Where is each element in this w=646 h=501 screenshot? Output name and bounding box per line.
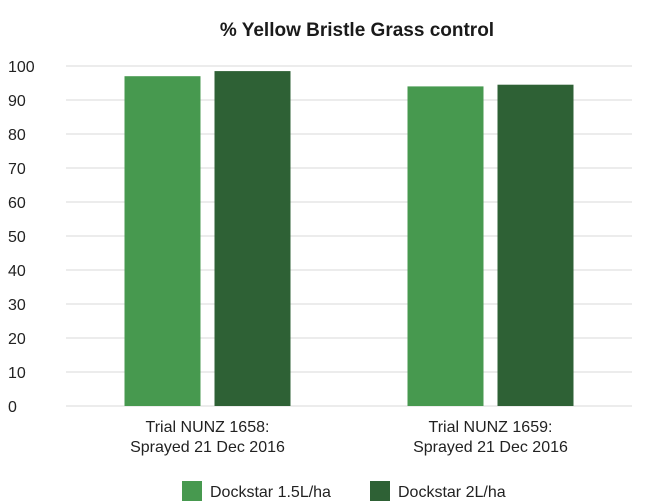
legend-label: Dockstar 2L/ha — [398, 484, 506, 501]
x-category-label: Sprayed 21 Dec 2016 — [130, 439, 285, 456]
y-tick-label: 80 — [8, 127, 26, 144]
y-tick-label: 60 — [8, 195, 26, 212]
y-tick-label: 50 — [8, 229, 26, 246]
bar — [497, 84, 574, 406]
y-tick-label: 40 — [8, 263, 26, 280]
chart-title: % Yellow Bristle Grass control — [220, 20, 494, 41]
y-tick-label: 70 — [8, 161, 26, 178]
x-category-label: Trial NUNZ 1658: — [146, 419, 270, 436]
x-axis-categories: Trial NUNZ 1658: Sprayed 21 Dec 2016 Trial… — [130, 419, 568, 456]
y-tick-label: 90 — [8, 93, 26, 110]
bar — [407, 86, 484, 407]
y-axis-ticks: 0 10 20 30 40 50 60 70 80 90 100 — [8, 59, 35, 416]
y-tick-label: 10 — [8, 365, 26, 382]
legend-swatch — [370, 481, 390, 501]
bar — [214, 71, 291, 406]
legend: Dockstar 1.5L/ha Dockstar 2L/ha — [182, 481, 506, 501]
bar — [124, 76, 201, 406]
y-tick-label: 0 — [8, 399, 17, 416]
y-tick-label: 20 — [8, 331, 26, 348]
legend-label: Dockstar 1.5L/ha — [210, 484, 331, 501]
legend-swatch — [182, 481, 202, 501]
x-category-label: Trial NUNZ 1659: — [429, 419, 553, 436]
y-tick-label: 30 — [8, 297, 26, 314]
y-tick-label: 100 — [8, 59, 35, 76]
x-category-label: Sprayed 21 Dec 2016 — [413, 439, 568, 456]
bars — [124, 71, 574, 407]
